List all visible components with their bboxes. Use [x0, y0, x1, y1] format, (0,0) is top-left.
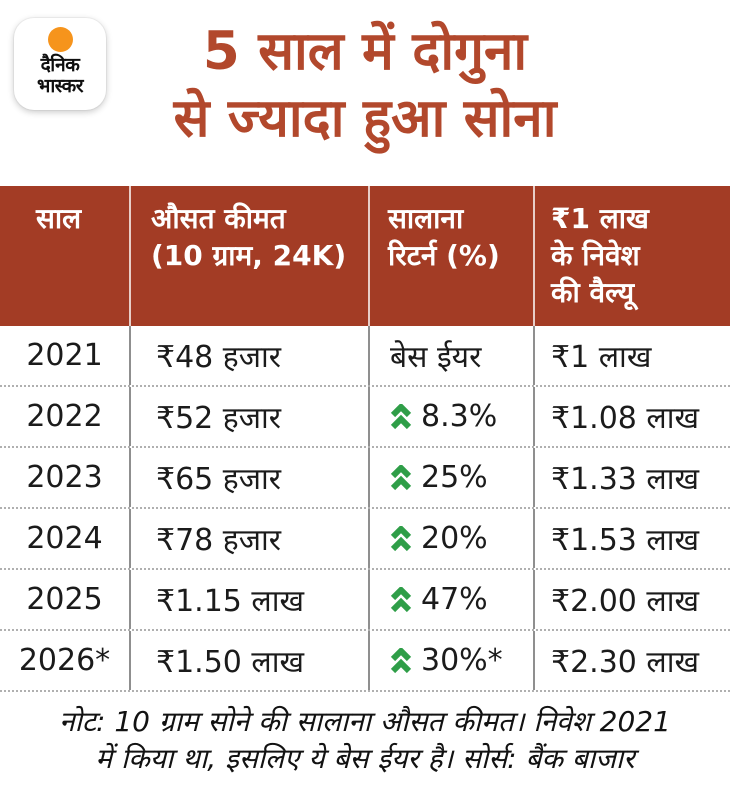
- header-label-line: (10 ग्राम, 24K): [151, 238, 347, 272]
- return-value: 20%: [421, 521, 488, 556]
- price-cell: ₹1.15 लाख: [129, 570, 368, 629]
- return-cell: बेस ईयर: [368, 326, 533, 385]
- logo-line-1: दैनिक: [40, 54, 80, 76]
- return-cell: 30%*: [368, 631, 533, 690]
- return-cell: 8.3%: [368, 387, 533, 446]
- header-label-line: रिटर्न (%): [388, 238, 500, 272]
- table-body: 2021 ₹48 हजार बेस ईयर ₹1 लाख 2022 ₹52 हज…: [0, 326, 730, 692]
- year-cell: 2021: [26, 338, 103, 373]
- year-cell: 2023: [26, 460, 103, 495]
- header-label-line: ₹1 लाख: [551, 202, 649, 235]
- column-header-year: साल: [0, 186, 129, 326]
- value-cell: ₹1.08 लाख: [533, 387, 730, 446]
- return-value: 25%: [421, 460, 488, 495]
- value-cell: ₹1.53 लाख: [533, 509, 730, 568]
- double-chevron-up-icon: [390, 403, 412, 430]
- year-cell: 2022: [26, 399, 103, 434]
- return-value: 47%: [421, 582, 488, 617]
- value-cell: ₹2.00 लाख: [533, 570, 730, 629]
- price-cell: ₹78 हजार: [129, 509, 368, 568]
- return-cell: 20%: [368, 509, 533, 568]
- dainik-bhaskar-logo: दैनिक भास्कर: [14, 18, 106, 110]
- year-cell: 2025: [26, 582, 103, 617]
- footnote: नोट: 10 ग्राम सोने की सालाना औसत कीमत। न…: [0, 704, 730, 778]
- double-chevron-up-icon: [390, 464, 412, 491]
- value-cell: ₹1.33 लाख: [533, 448, 730, 507]
- return-cell: 25%: [368, 448, 533, 507]
- gold-price-table: साल औसत कीमत (10 ग्राम, 24K) सालाना रिटर…: [0, 186, 730, 692]
- logo-line-2: भास्कर: [36, 74, 84, 97]
- logo-text: दैनिक भास्कर: [36, 54, 84, 97]
- table-row-2023: 2023 ₹65 हजार 25% ₹1.33 लाख: [0, 448, 730, 509]
- sun-icon: [47, 27, 73, 52]
- title-line-2: से ज्यादा हुआ सोना: [173, 88, 557, 150]
- header-label-line: के निवेश: [551, 238, 640, 272]
- table-row-2021: 2021 ₹48 हजार बेस ईयर ₹1 लाख: [0, 326, 730, 387]
- return-value: बेस ईयर: [390, 340, 482, 375]
- table-header-row: साल औसत कीमत (10 ग्राम, 24K) सालाना रिटर…: [0, 186, 730, 326]
- price-cell: ₹65 हजार: [129, 448, 368, 507]
- value-cell: ₹2.30 लाख: [533, 631, 730, 690]
- double-chevron-up-icon: [390, 525, 412, 552]
- header-label-line: औसत कीमत: [151, 202, 286, 235]
- footnote-line-1: नोट: 10 ग्राम सोने की सालाना औसत कीमत। न…: [59, 705, 671, 738]
- price-cell: ₹52 हजार: [129, 387, 368, 446]
- price-cell: ₹1.50 लाख: [129, 631, 368, 690]
- return-value: 8.3%: [421, 399, 498, 434]
- table-row-2025: 2025 ₹1.15 लाख 47% ₹2.00 लाख: [0, 570, 730, 631]
- header-label-line: सालाना: [388, 202, 464, 235]
- price-cell: ₹48 हजार: [129, 326, 368, 385]
- table-row-2022: 2022 ₹52 हजार 8.3% ₹1.08 लाख: [0, 387, 730, 448]
- double-chevron-up-icon: [390, 586, 412, 613]
- header-label-line: साल: [36, 202, 82, 235]
- page-title: 5 साल में दोगुना से ज्यादा हुआ सोना: [0, 18, 730, 153]
- header-label-line: की वैल्यू: [551, 275, 635, 309]
- return-value: 30%*: [421, 643, 503, 678]
- footnote-line-2: में किया था, इसलिए ये बेस ईयर है। सोर्स:…: [95, 741, 635, 775]
- column-header-avg-price: औसत कीमत (10 ग्राम, 24K): [129, 186, 368, 326]
- year-cell: 2024: [26, 521, 103, 556]
- column-header-investment-value: ₹1 लाख के निवेश की वैल्यू: [533, 186, 730, 326]
- table-row-2026: 2026* ₹1.50 लाख 30%* ₹2.30 लाख: [0, 631, 730, 692]
- value-cell: ₹1 लाख: [533, 326, 730, 385]
- table-row-2024: 2024 ₹78 हजार 20% ₹1.53 लाख: [0, 509, 730, 570]
- double-chevron-up-icon: [390, 647, 412, 674]
- column-header-annual-return: सालाना रिटर्न (%): [368, 186, 533, 326]
- year-cell: 2026*: [18, 643, 111, 678]
- return-cell: 47%: [368, 570, 533, 629]
- title-line-1: 5 साल में दोगुना: [202, 21, 528, 82]
